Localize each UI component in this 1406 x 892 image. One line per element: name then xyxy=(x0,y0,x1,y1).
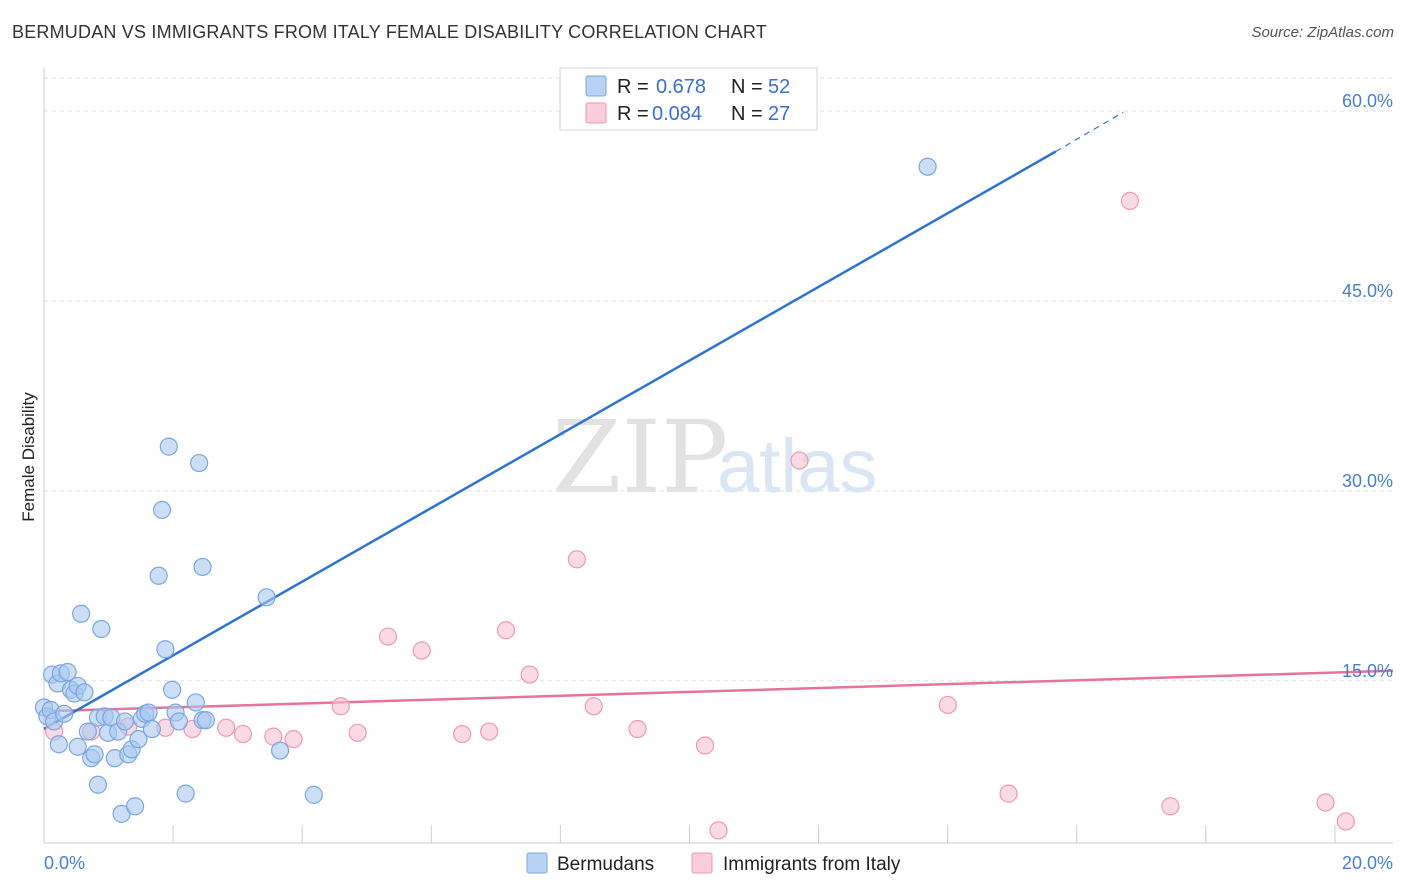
point-bermudans xyxy=(176,784,195,803)
point-bermudans xyxy=(196,711,215,730)
y-tick-label: 60.0% xyxy=(1342,91,1393,111)
bottom-legend: Bermudans Immigrants from Italy xyxy=(526,852,901,875)
trend-line-bermudans-extension xyxy=(1055,111,1124,153)
point-bermudans xyxy=(88,775,108,794)
point-bermudans xyxy=(193,557,212,577)
legend-n-value-1: 52 xyxy=(768,76,790,98)
point-italy xyxy=(584,697,603,716)
legend-swatch-blue xyxy=(585,75,607,97)
point-italy xyxy=(1161,797,1180,816)
trend-lines xyxy=(43,111,1394,731)
legend-r-value-2: 0.084 xyxy=(652,103,702,125)
x-tick-label-min: 0.0% xyxy=(44,853,85,873)
y-axis-label: Female Disability xyxy=(19,392,38,522)
point-bermudans xyxy=(92,619,111,639)
point-bermudans xyxy=(75,683,94,702)
legend-n-label-1: N = xyxy=(731,76,763,98)
point-italy xyxy=(790,451,809,470)
point-bermudans xyxy=(71,604,91,623)
point-bermudans xyxy=(163,680,182,699)
point-italy xyxy=(520,665,539,684)
gridlines xyxy=(44,77,1393,682)
x-tick-label-max: 20.0% xyxy=(1342,853,1393,873)
trend-line-bermudans xyxy=(43,150,1057,731)
legend-r-label-1: R = xyxy=(617,76,649,98)
point-bermudans xyxy=(139,703,158,722)
point-italy xyxy=(709,821,728,840)
bottom-legend-bermudans: Bermudans xyxy=(557,854,654,875)
point-italy xyxy=(1120,191,1140,211)
watermark-zip: ZIP xyxy=(552,399,728,516)
point-bermudans xyxy=(156,640,175,659)
chart-title: BERMUDAN VS IMMIGRANTS FROM ITALY FEMALE… xyxy=(12,22,767,42)
point-bermudans xyxy=(142,719,162,739)
trend-line-italy xyxy=(43,669,1394,713)
point-bermudans xyxy=(78,722,97,741)
point-italy xyxy=(567,550,586,569)
legend-swatch-pink xyxy=(585,102,607,124)
point-italy xyxy=(1336,812,1355,831)
point-bermudans xyxy=(149,566,168,585)
point-bermudans xyxy=(115,712,135,731)
point-bermudans xyxy=(190,453,209,473)
legend-n-value-2: 27 xyxy=(768,103,790,125)
source-label: Source: ZipAtlas.com xyxy=(1251,24,1394,41)
point-italy xyxy=(233,724,253,744)
point-italy xyxy=(1316,793,1335,812)
point-bermudans xyxy=(186,693,205,712)
legend-n-label-2: N = xyxy=(731,103,763,125)
point-italy xyxy=(217,718,236,737)
y-tick-label: 30.0% xyxy=(1342,471,1393,491)
point-bermudans xyxy=(49,735,68,754)
bottom-legend-swatch-pink xyxy=(691,852,713,874)
point-italy xyxy=(331,697,350,716)
point-italy xyxy=(695,736,715,755)
y-tick-label: 45.0% xyxy=(1342,281,1393,301)
point-bermudans xyxy=(55,704,74,723)
point-bermudans xyxy=(257,588,276,607)
point-italy xyxy=(496,621,516,640)
point-bermudans xyxy=(304,785,323,804)
point-bermudans xyxy=(159,437,178,456)
point-bermudans xyxy=(68,737,87,756)
point-italy xyxy=(284,730,303,749)
point-italy xyxy=(628,719,647,739)
point-italy xyxy=(938,695,957,715)
point-bermudans xyxy=(152,500,172,520)
point-bermudans xyxy=(58,662,77,682)
point-italy xyxy=(999,784,1018,803)
point-bermudans xyxy=(85,745,104,764)
bottom-legend-italy: Immigrants from Italy xyxy=(723,854,901,875)
point-italy xyxy=(378,627,398,646)
point-bermudans xyxy=(270,741,290,760)
point-italy xyxy=(480,722,499,741)
bottom-legend-swatch-blue xyxy=(526,852,548,874)
point-bermudans xyxy=(129,730,148,749)
point-italy xyxy=(348,723,367,742)
point-bermudans xyxy=(918,157,937,176)
legend-r-label-2: R = xyxy=(617,103,649,125)
data-points xyxy=(34,157,1355,840)
watermark: ZIP atlas xyxy=(552,399,878,516)
point-bermudans xyxy=(125,797,145,816)
point-italy xyxy=(412,641,431,660)
y-tick-label: 15.0% xyxy=(1342,661,1393,681)
y-tick-labels: 15.0% 30.0% 45.0% 60.0% xyxy=(1342,91,1393,681)
legend-box: R = 0.678 N = 52 R = 0.084 N = 27 xyxy=(559,67,818,131)
point-bermudans xyxy=(169,712,188,731)
legend-r-value-1: 0.678 xyxy=(656,76,706,98)
point-italy xyxy=(453,724,472,744)
